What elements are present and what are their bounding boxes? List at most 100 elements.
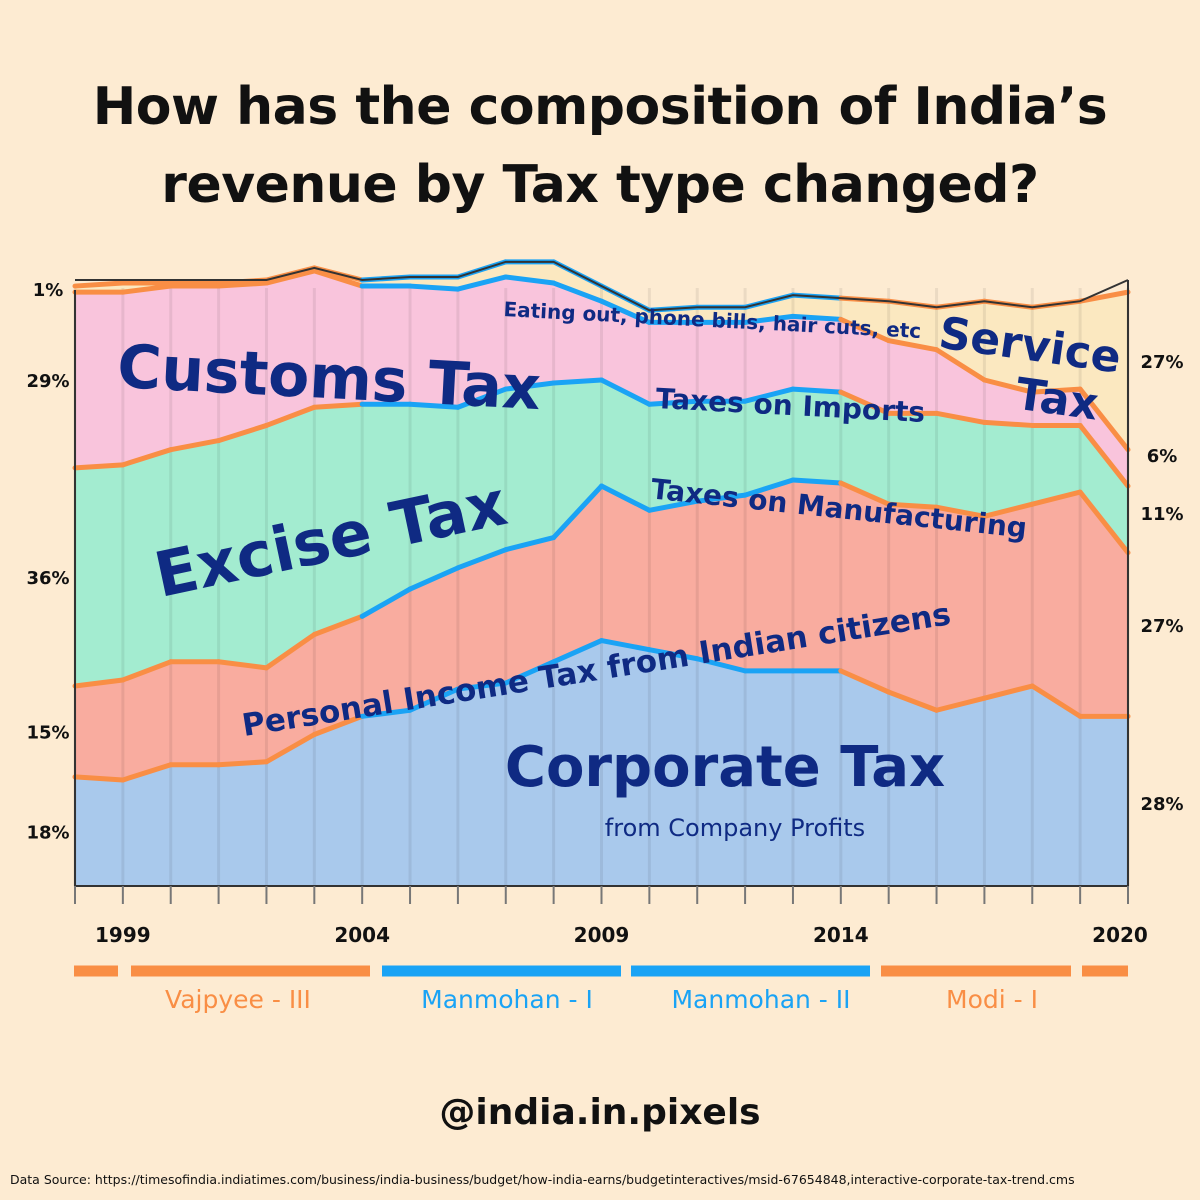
end-percent-label: 27% [1140, 352, 1183, 373]
x-tick-label: 2004 [334, 923, 390, 947]
series-boundary-line [455, 274, 509, 292]
end-percent-label: 11% [1140, 504, 1183, 525]
chart-title-line-2: revenue by Tax type changed? [161, 155, 1039, 215]
series-boundary-line [981, 377, 1035, 395]
series-boundary-line [838, 389, 892, 416]
series-boundary-line [407, 686, 461, 713]
end-percent-label: 28% [1140, 794, 1183, 815]
series-boundary-line [1077, 386, 1131, 453]
series-boundary-line [1029, 489, 1083, 507]
series-boundary-line [455, 680, 509, 692]
series-boundary-line [934, 347, 987, 383]
series-boundary-line [599, 638, 652, 653]
series-boundary-line [168, 438, 222, 453]
area-service-tax [75, 261, 1128, 450]
series-boundary-line [311, 613, 365, 638]
area-excise-tax [75, 379, 1128, 687]
era-label-manmohan-i: Manmohan - I [421, 985, 593, 1014]
series-boundary-line [1077, 422, 1131, 489]
series-boundary-line [407, 401, 461, 410]
start-percent-label: 29% [26, 371, 69, 392]
end-percent-label: 6% [1147, 446, 1178, 467]
series-boundary-line [263, 404, 317, 428]
series-boundary-line [120, 659, 174, 683]
data-source-note: Data Source: https://timesofindia.indiat… [10, 1172, 1075, 1187]
start-percent-label: 15% [26, 722, 69, 743]
series-boundary-line [72, 774, 126, 783]
series-boundary-line [263, 268, 317, 286]
series-boundary-line [120, 762, 174, 783]
series-boundary-line [934, 504, 987, 519]
series-boundary-line [72, 280, 126, 289]
chart-title-line-1: How has the composition of India’s [92, 77, 1108, 137]
series-boundary-line [646, 398, 700, 407]
series-boundary-line [503, 535, 557, 553]
series-boundary-line [263, 732, 317, 765]
x-tick-label: 2020 [1092, 923, 1148, 947]
series-boundary-line [216, 759, 269, 768]
start-percent-label: 36% [26, 568, 69, 589]
series-boundary-line [981, 683, 1035, 701]
series-boundary-line [455, 547, 509, 571]
series-boundary-line [120, 447, 174, 468]
x-tick-label: 1999 [95, 923, 151, 947]
area-corporate-tax [75, 640, 1128, 886]
series-boundary-line [72, 462, 126, 471]
series-boundary-line [599, 377, 652, 407]
label-corporate-tax-subtitle: from Company Profits [605, 814, 865, 842]
author-handle: @india.in.pixels [439, 1092, 761, 1133]
x-tick-label: 2009 [574, 923, 630, 947]
series-boundary-line [551, 638, 604, 665]
series-boundary-line [503, 274, 557, 286]
series-boundary-line [407, 283, 461, 292]
label-corporate-tax: Corporate Tax [505, 735, 945, 800]
series-boundary-line [455, 386, 509, 410]
series-boundary-line [838, 480, 892, 507]
series-boundary-line [1029, 683, 1083, 719]
series-boundary-line [646, 498, 700, 513]
series-boundary-line [503, 380, 557, 392]
label-service-tax-line2: Tax [1013, 369, 1102, 431]
series-boundary-line [934, 410, 987, 425]
series-boundary-line [790, 313, 844, 322]
series-boundary-line [551, 377, 604, 386]
x-tick-label: 2014 [813, 923, 869, 947]
start-percent-label: 1% [33, 280, 64, 301]
series-boundary-line [599, 483, 652, 513]
series-boundary-line [981, 419, 1035, 428]
series-boundary-line [838, 668, 892, 695]
series-boundary-line [599, 298, 652, 325]
series-boundary-line [216, 280, 269, 289]
series-boundary-line [407, 565, 461, 592]
era-label-modi-i: Modi - I [946, 985, 1038, 1014]
series-boundary-line [311, 713, 365, 737]
series-boundary-line [503, 659, 557, 686]
start-percent-label: 18% [26, 822, 69, 843]
series-boundary-line [742, 313, 796, 325]
series-boundary-line [886, 338, 940, 353]
series-boundary-line [981, 501, 1035, 519]
series-boundary-line [72, 677, 126, 689]
series-boundary-line [1029, 386, 1083, 395]
series-boundary-line [1077, 489, 1131, 556]
series-boundary-line [216, 422, 269, 444]
series-boundary-line [359, 586, 413, 619]
series-boundary-line [311, 268, 365, 289]
chart-title: How has the composition of India’s reven… [0, 68, 1200, 224]
series-boundary-line [838, 316, 892, 344]
chart-top-outline [75, 260, 1129, 312]
series-boundary-line [742, 386, 796, 404]
series-boundary-line [263, 632, 317, 671]
series-boundary-line [886, 501, 940, 510]
area-personal-income-tax-from-indian-citizens [75, 479, 1128, 780]
series-boundary-line [311, 401, 365, 410]
end-percent-label: 27% [1140, 616, 1183, 637]
series-boundary-line [359, 707, 413, 719]
series-boundary-line [790, 477, 844, 486]
series-boundary-line [646, 647, 700, 662]
series-boundary-line [551, 483, 604, 541]
series-boundary-line [694, 656, 748, 674]
series-boundary-line [694, 492, 748, 504]
era-label-vajpyee-iii: Vajpyee - III [165, 985, 311, 1014]
